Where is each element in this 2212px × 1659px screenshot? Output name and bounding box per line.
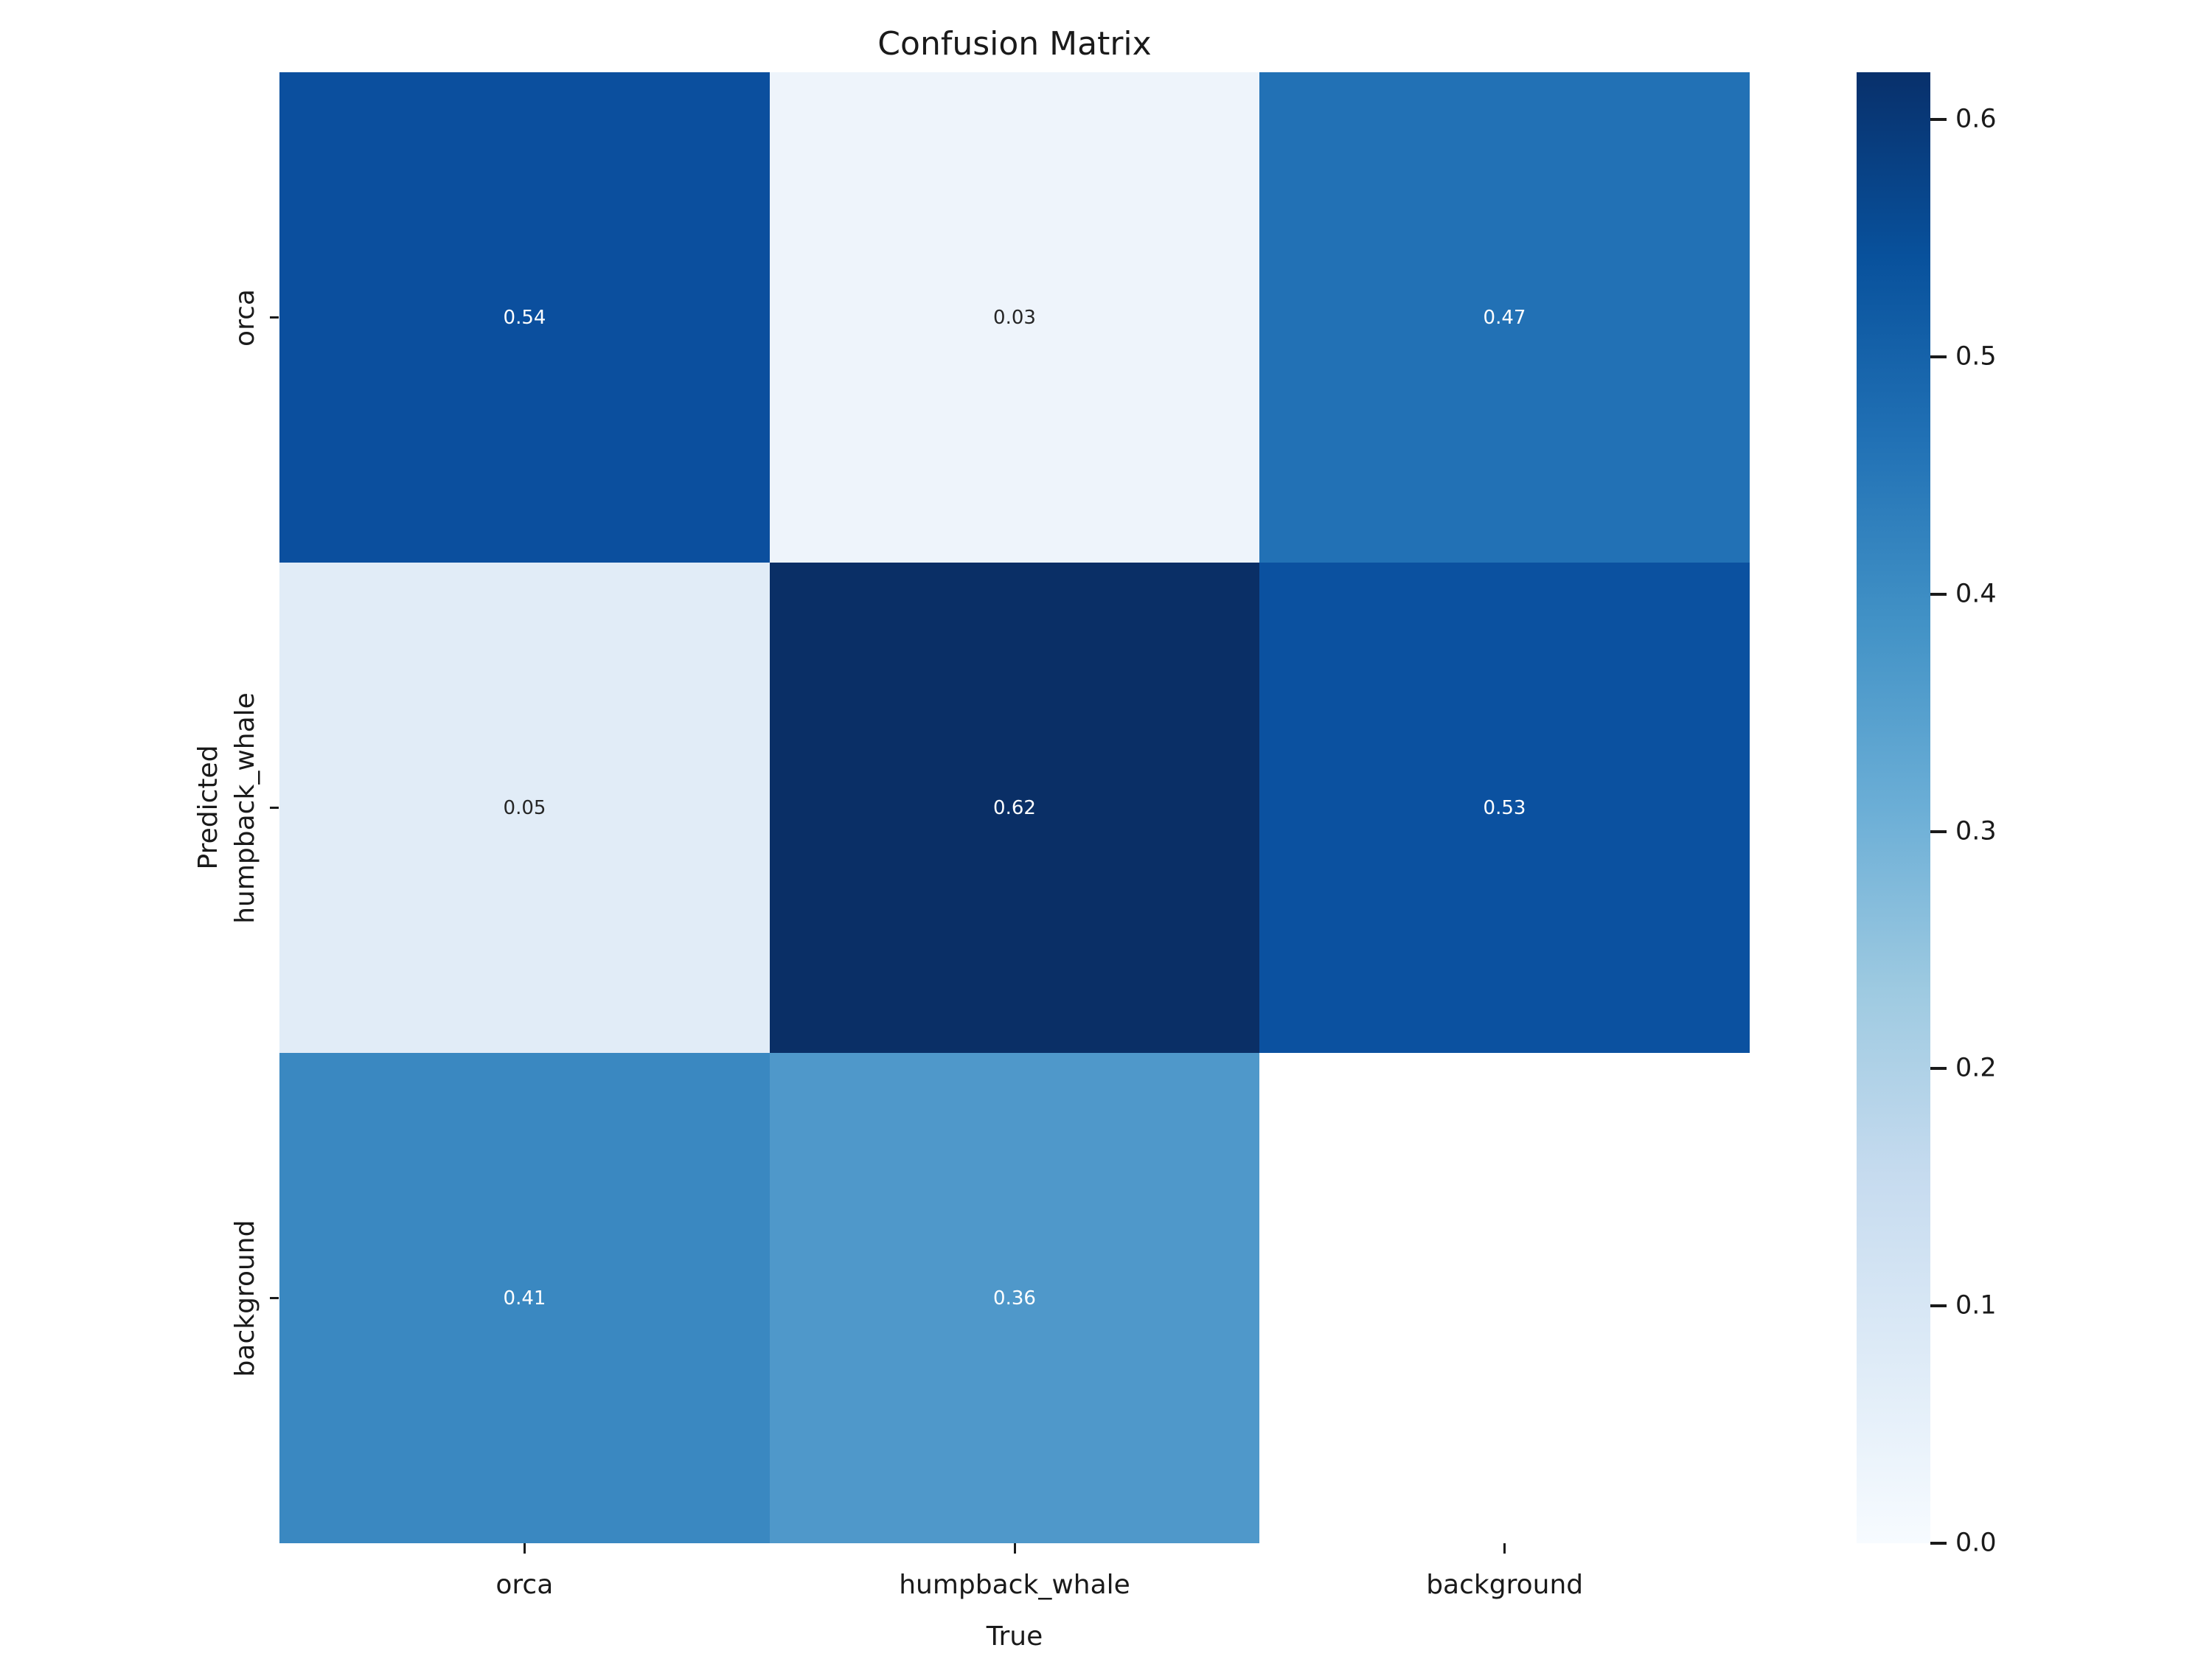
- colorbar-tick-label-0.3: 0.3: [1955, 816, 1997, 846]
- heatmap-cell-humpback_whale-humpback_whale: 0.62: [770, 563, 1259, 1053]
- y-tick-label-background: background: [230, 1220, 260, 1377]
- colorbar-tick-label-0.5: 0.5: [1955, 341, 1997, 372]
- heatmap-cell-background-orca: 0.41: [279, 1053, 770, 1543]
- colorbar-tick-label-0.4: 0.4: [1955, 579, 1997, 609]
- colorbar-tick-label-0.2: 0.2: [1955, 1053, 1997, 1083]
- colorbar: [1857, 72, 1930, 1543]
- y-tick-label-orca: orca: [230, 288, 260, 347]
- cell-value: 0.41: [503, 1287, 546, 1310]
- colorbar-tick-mark: [1930, 1542, 1947, 1545]
- cell-value: 0.03: [993, 306, 1036, 329]
- cell-value: 0.54: [503, 306, 546, 329]
- cell-value: 0.62: [993, 796, 1036, 819]
- x-tick-label-orca: orca: [495, 1570, 554, 1600]
- heatmap-plot-area: 0.54 0.03 0.47 0.05 0.62 0.53 0.41 0.36: [279, 72, 1750, 1543]
- x-tick-mark: [1013, 1543, 1016, 1554]
- heatmap-cell-humpback_whale-background: 0.53: [1259, 563, 1750, 1053]
- heatmap-cell-orca-background: 0.47: [1259, 72, 1750, 563]
- y-tick-mark: [270, 316, 279, 319]
- x-tick-mark: [523, 1543, 526, 1554]
- colorbar-tick-mark: [1930, 1067, 1947, 1071]
- x-tick-label-humpback_whale: humpback_whale: [899, 1570, 1130, 1600]
- y-tick-label-humpback_whale: humpback_whale: [230, 692, 260, 924]
- colorbar-tick-mark: [1930, 830, 1947, 833]
- y-axis-label: Predicted: [193, 745, 223, 870]
- colorbar-tick-label-0.0: 0.0: [1955, 1528, 1997, 1558]
- cell-value: 0.53: [1483, 796, 1526, 819]
- heatmap-cell-background-background: [1259, 1053, 1750, 1543]
- cell-value: 0.36: [993, 1287, 1036, 1310]
- cell-value: 0.05: [503, 796, 546, 819]
- heatmap-cell-background-humpback_whale: 0.36: [770, 1053, 1259, 1543]
- x-tick-mark: [1503, 1543, 1506, 1554]
- x-tick-label-background: background: [1426, 1570, 1584, 1600]
- colorbar-tick-mark: [1930, 1304, 1947, 1308]
- cell-value: 0.47: [1483, 306, 1526, 329]
- heatmap-cell-orca-humpback_whale: 0.03: [770, 72, 1259, 563]
- heatmap-cell-orca-orca: 0.54: [279, 72, 770, 563]
- heatmap-cell-humpback_whale-orca: 0.05: [279, 563, 770, 1053]
- colorbar-tick-mark: [1930, 592, 1947, 596]
- colorbar-tick-label-0.1: 0.1: [1955, 1290, 1997, 1321]
- colorbar-tick-label-0.6: 0.6: [1955, 104, 1997, 134]
- colorbar-tick-mark: [1930, 118, 1947, 122]
- colorbar-tick-mark: [1930, 355, 1947, 359]
- x-axis-label: True: [986, 1621, 1043, 1652]
- chart-title: Confusion Matrix: [877, 25, 1152, 63]
- y-tick-mark: [270, 1297, 279, 1299]
- y-tick-mark: [270, 807, 279, 809]
